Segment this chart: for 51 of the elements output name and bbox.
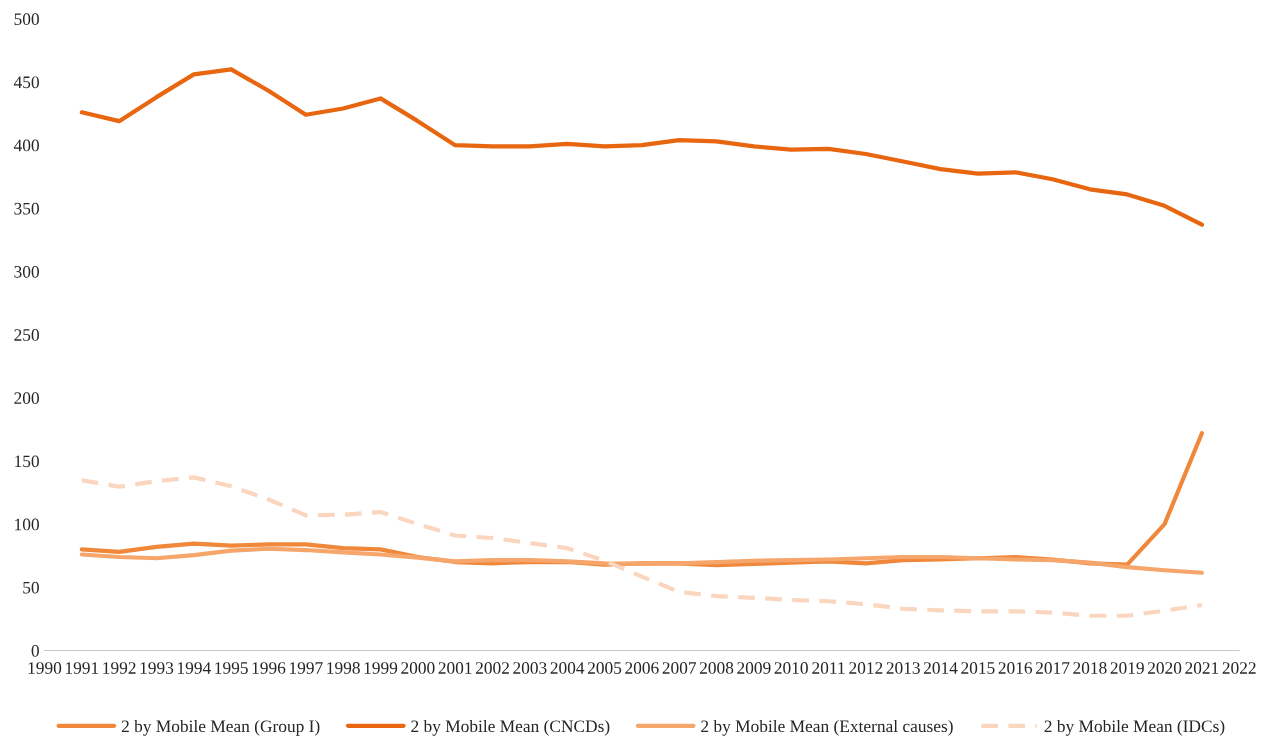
x-tick-label: 2002 xyxy=(475,662,509,674)
x-tick-label: 2011 xyxy=(812,662,845,674)
x-tick-label: 1997 xyxy=(290,662,323,674)
x-tick-label: 2013 xyxy=(886,662,920,674)
x-tick-label: 1994 xyxy=(177,662,211,674)
legend-label: 2 by Mobile Mean (External causes) xyxy=(701,719,953,736)
x-tick-label: 1990 xyxy=(28,662,62,674)
x-tick-label: 2020 xyxy=(1147,662,1182,674)
x-tick-label: 1993 xyxy=(140,662,174,674)
x-tick-label: 2014 xyxy=(923,662,958,674)
y-tick-label: 500 xyxy=(14,13,39,25)
x-tick-label: 2001 xyxy=(438,662,472,674)
y-tick-label: 450 xyxy=(13,76,39,89)
x-tick-label: 2017 xyxy=(1035,662,1070,674)
y-tick-label: 300 xyxy=(14,265,39,278)
x-tick-label: 2005 xyxy=(587,662,622,674)
y-tick-label: 350 xyxy=(14,202,39,215)
line-series xyxy=(79,546,1204,575)
y-tick-label: 100 xyxy=(15,518,39,531)
x-tick-label: 2015 xyxy=(961,662,995,674)
x-tick-label: 2019 xyxy=(1110,662,1144,674)
x-tick-label: 2000 xyxy=(401,662,435,674)
y-tick-label: 250 xyxy=(14,329,39,341)
line-series xyxy=(79,475,1204,618)
y-tick-label: 50 xyxy=(23,581,39,594)
line-series xyxy=(79,67,1204,227)
x-tick-label: 1998 xyxy=(327,662,360,674)
y-tick-label: 200 xyxy=(14,392,39,404)
y-tick-label: 150 xyxy=(15,455,39,468)
legend-label: 2 by Mobile Mean (IDCs) xyxy=(1044,719,1225,736)
x-tick-label: 1991 xyxy=(65,662,99,674)
y-tick-label: 400 xyxy=(13,139,39,152)
x-tick-label: 2006 xyxy=(625,662,659,674)
legend-label: 2 by Mobile Mean (CNCDs) xyxy=(411,719,610,736)
x-tick-label: 1992 xyxy=(103,662,136,674)
x-tick-label: 1996 xyxy=(252,662,286,674)
x-tick-label: 2018 xyxy=(1073,662,1107,674)
x-tick-label: 1995 xyxy=(215,662,248,674)
x-tick-label: 2022 xyxy=(1222,662,1256,674)
y-tick-label: 0 xyxy=(31,644,39,657)
x-tick-label: 2012 xyxy=(849,662,883,674)
x-tick-label: 2007 xyxy=(662,662,697,674)
x-tick-label: 2004 xyxy=(550,662,585,674)
x-tick-label: 1999 xyxy=(364,662,398,674)
x-tick-label: 2009 xyxy=(737,662,771,674)
legend-label: 2 by Mobile Mean (Group I) xyxy=(121,719,320,736)
x-tick-label: 2021 xyxy=(1185,662,1219,674)
x-tick-label: 2016 xyxy=(998,662,1033,674)
x-tick-label: 2008 xyxy=(699,662,734,674)
x-tick-label: 2003 xyxy=(513,662,547,674)
x-tick-label: 2010 xyxy=(774,662,808,674)
